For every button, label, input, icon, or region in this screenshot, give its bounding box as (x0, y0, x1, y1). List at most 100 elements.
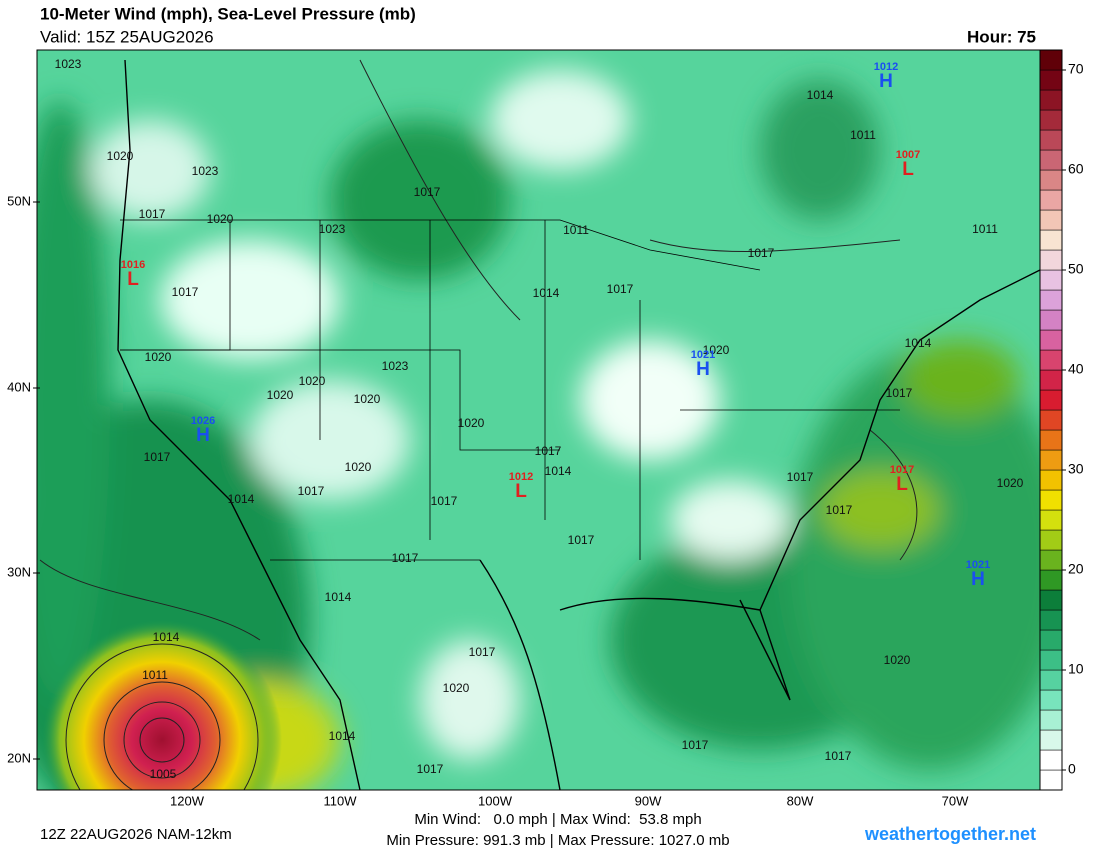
colorbar-box (1039, 389, 1063, 411)
isobar-label: 1020 (299, 374, 326, 388)
isobar-label: 1023 (319, 222, 346, 236)
isobar-label: 1017 (682, 738, 709, 752)
isobar-label: 1017 (139, 207, 166, 221)
colorbar-box (1039, 169, 1063, 191)
colorbar-box (1039, 349, 1063, 371)
colorbar-box (1039, 629, 1063, 651)
colorbar-box (1039, 289, 1063, 311)
latitude-label: 50N (7, 193, 31, 208)
isobar-label: 1014 (329, 729, 356, 743)
isobar-label: 1011 (563, 223, 589, 237)
colorbar-box (1039, 669, 1063, 691)
colorbar-box (1039, 509, 1063, 531)
colorbar-box (1039, 69, 1063, 91)
isobar-label: 1011 (972, 222, 998, 236)
colorbar-box (1039, 149, 1063, 171)
colorbar-tick-label: 70 (1068, 61, 1084, 77)
isobar-label: 1020 (354, 392, 381, 406)
pressure-center-letter: L (127, 269, 139, 290)
colorbar-box (1039, 649, 1063, 671)
pressure-center-value: 1017 (890, 464, 914, 476)
isobar-label: 1023 (382, 359, 409, 373)
pressure-center-value: 1016 (121, 259, 145, 271)
longitude-label: 80W (787, 793, 814, 808)
longitude-label: 110W (324, 793, 358, 808)
pressure-center-value: 1021 (691, 349, 715, 361)
isobar-label: 1017 (172, 285, 199, 299)
isobar-label: 1020 (267, 388, 294, 402)
isobar-label: 1011 (142, 668, 168, 682)
longitude-label: 90W (635, 793, 662, 808)
colorbar-box (1039, 369, 1063, 391)
model-run: 12Z 22AUG2026 NAM-12km (40, 826, 232, 843)
colorbar-box (1039, 129, 1063, 151)
site-credit: weathertogether.net (864, 824, 1036, 844)
isobar-label: 1020 (997, 476, 1024, 490)
isobar-label: 1014 (533, 286, 560, 300)
isobar-label: 1017 (787, 470, 814, 484)
longitude-label: 70W (942, 793, 969, 808)
isobar-label: 1017 (144, 450, 171, 464)
colorbar-tick-label: 10 (1068, 661, 1084, 677)
isobar-label: 1014 (545, 464, 572, 478)
isobar-label: 1017 (568, 533, 595, 547)
colorbar-box (1039, 569, 1063, 591)
pressure-center-value: 1012 (509, 471, 533, 483)
isobar-label: 1017 (535, 444, 562, 458)
colorbar: 0 10 20 30 40 50 60 70 (1039, 49, 1084, 791)
colorbar-box (1039, 469, 1063, 491)
isobar-label: 1017 (748, 246, 775, 260)
isobar-label: 1017 (431, 494, 458, 508)
isobar-label: 1014 (325, 590, 352, 604)
colorbar-box (1039, 709, 1063, 731)
isobar-label: 1020 (703, 343, 730, 357)
colorbar-box (1039, 429, 1063, 451)
pressure-center-letter: L (902, 159, 914, 180)
colorbar-tick-label: 60 (1068, 161, 1084, 177)
borders (120, 219, 900, 561)
latitude-label: 40N (7, 379, 31, 394)
colorbar-tick-label: 20 (1068, 561, 1084, 577)
map (37, 50, 1040, 790)
pressure-center-value: 1007 (896, 149, 920, 161)
pressure-center-letter: L (896, 474, 908, 495)
isobar-label: 1020 (207, 212, 234, 226)
isobar-label: 1017 (414, 185, 441, 199)
colorbar-box (1039, 609, 1063, 631)
colorbar-box (1039, 549, 1063, 571)
colorbar-frame (1039, 49, 1063, 791)
longitude-label: 120W (170, 793, 205, 808)
isobar-label: 1017 (469, 645, 496, 659)
isobar-label: 1017 (607, 282, 634, 296)
isobar-label: 1020 (458, 416, 485, 430)
isobar-label: 1011 (850, 128, 876, 142)
isobar-label: 1005 (150, 767, 177, 781)
pressure-extremes: Min Pressure: 991.3 mb | Max Pressure: 1… (386, 832, 729, 849)
colorbar-box (1039, 769, 1063, 791)
pressure-center-letter: H (696, 359, 710, 380)
colorbar-box (1039, 689, 1063, 711)
pressure-center-value: 1012 (874, 61, 898, 73)
colorbar-box (1039, 729, 1063, 751)
colorbar-box (1039, 109, 1063, 131)
wind-extremes: Min Wind: 0.0 mph | Max Wind: 53.8 mph (414, 811, 701, 828)
isobar-label: 1014 (228, 492, 255, 506)
forecast-hour: Hour: 75 (967, 27, 1036, 46)
colorbar-tick-label: 0 (1068, 761, 1076, 777)
pressure-center-value: 1026 (191, 415, 215, 427)
colorbar-box (1039, 249, 1063, 271)
latitude-label: 30N (7, 564, 31, 579)
isobar-label: 1017 (826, 503, 853, 517)
isobar-label: 1014 (153, 630, 180, 644)
map-labels: 50N 40N 30N 20N 120W 110W 100W 90W 80W 70W 1023 102… (7, 57, 1024, 808)
title: 10-Meter Wind (mph), Sea-Level Pressure … (40, 4, 416, 23)
isobar-label: 1017 (886, 386, 913, 400)
isobar-label: 1017 (417, 762, 444, 776)
colorbar-box (1039, 89, 1063, 111)
isobar-label: 1020 (145, 350, 172, 364)
isobar-label: 1014 (807, 88, 834, 102)
colorbar-box (1039, 209, 1063, 231)
colorbar-box (1039, 269, 1063, 291)
